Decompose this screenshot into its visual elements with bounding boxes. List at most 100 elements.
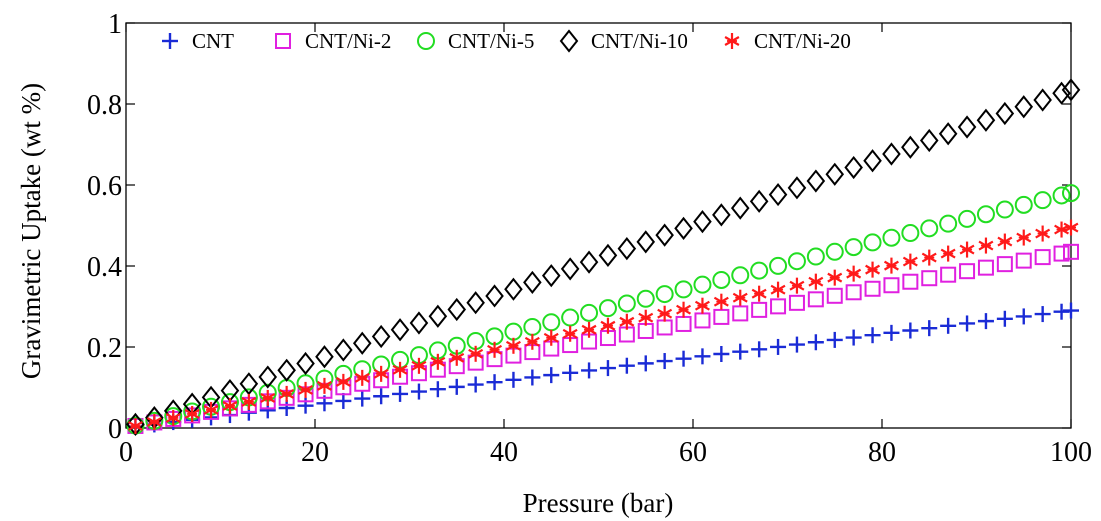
data-point (1063, 302, 1079, 319)
data-point (940, 266, 957, 283)
data-point (581, 321, 597, 338)
legend-item: CNT/Ni-10 (559, 29, 688, 53)
data-point (504, 277, 523, 301)
x-tick-label: 60 (679, 437, 707, 468)
data-point (1015, 308, 1032, 325)
data-point (902, 322, 919, 339)
data-point (676, 301, 692, 318)
data-point (732, 343, 749, 360)
data-point (883, 324, 900, 341)
data-point (504, 322, 523, 341)
data-point (694, 312, 711, 329)
data-point (618, 357, 635, 374)
data-point (713, 345, 730, 362)
y-tick-label: 0.4 (87, 252, 122, 283)
data-point (1061, 78, 1081, 102)
data-point (712, 270, 731, 289)
series-CNT/Ni-10 (126, 78, 1081, 436)
data-point (996, 310, 1013, 327)
data-point (638, 309, 654, 326)
data-point (882, 142, 901, 166)
data-point (334, 338, 353, 362)
data-point (787, 176, 807, 200)
data-point (694, 348, 711, 365)
data-point (713, 293, 729, 310)
data-point (1034, 306, 1051, 323)
data-point (864, 327, 881, 344)
data-point (447, 297, 467, 322)
data-point (1034, 249, 1051, 266)
x-tick-label: 100 (1050, 437, 1092, 468)
data-point (977, 313, 994, 330)
data-point (542, 313, 561, 332)
data-point (730, 196, 750, 220)
data-point (732, 305, 749, 322)
legend-item: CNT/Ni-5 (417, 29, 534, 53)
data-point (844, 238, 863, 257)
data-point (807, 291, 824, 308)
data-point (902, 273, 919, 290)
y-tick-label: 1 (108, 9, 122, 40)
legend-marker (275, 33, 291, 49)
data-point (523, 270, 542, 295)
legend-item: CNT (162, 29, 234, 53)
data-point (617, 294, 636, 313)
data-point (541, 264, 561, 288)
data-point (769, 256, 788, 275)
data-point (297, 397, 314, 414)
data-point (203, 401, 219, 418)
data-point (298, 381, 314, 398)
data-point (788, 336, 805, 353)
data-point (996, 256, 1013, 273)
series-CNT/Ni-2 (127, 243, 1079, 434)
data-point (579, 250, 599, 274)
data-point (959, 241, 975, 258)
data-point (598, 299, 617, 318)
data-point (352, 331, 372, 355)
data-point (656, 319, 673, 336)
data-point (392, 385, 409, 402)
legend-marker (724, 33, 740, 49)
y-tick-label: 0.8 (87, 90, 122, 121)
data-point (599, 360, 616, 377)
legend-item: CNT/Ni-2 (275, 29, 391, 53)
data-point (505, 337, 521, 354)
data-point (655, 285, 674, 304)
data-point (335, 392, 352, 409)
data-point (1015, 252, 1032, 269)
data-point (751, 301, 768, 318)
y-axis: 0 0.2 0.4 0.6 0.8 1 (87, 9, 1071, 445)
data-point (410, 383, 427, 400)
data-point (921, 320, 938, 337)
data-point (505, 371, 522, 388)
data-point (260, 389, 276, 406)
data-point (429, 381, 446, 398)
data-point (806, 247, 825, 266)
data-point (675, 350, 692, 367)
data-point (409, 311, 429, 335)
data-point (788, 294, 805, 311)
legend-marker (559, 29, 579, 53)
data-point (562, 325, 578, 342)
data-point (560, 257, 580, 281)
data-point (750, 261, 769, 280)
data-point (1063, 243, 1079, 260)
data-point (373, 388, 390, 405)
data-point (806, 169, 826, 193)
data-point (184, 405, 200, 422)
data-point (713, 308, 730, 325)
data-point (1062, 184, 1080, 203)
data-point (165, 409, 181, 426)
data-point (561, 308, 580, 327)
data-point (239, 372, 259, 396)
data-point (543, 367, 560, 384)
data-point (296, 351, 315, 376)
data-point (562, 364, 579, 381)
data-point (751, 341, 768, 358)
data-point (770, 338, 787, 355)
data-point (637, 355, 654, 372)
data-point (543, 329, 559, 346)
data-point (826, 287, 843, 304)
x-axis-title: Pressure (bar) (523, 488, 674, 518)
data-point (127, 417, 143, 434)
